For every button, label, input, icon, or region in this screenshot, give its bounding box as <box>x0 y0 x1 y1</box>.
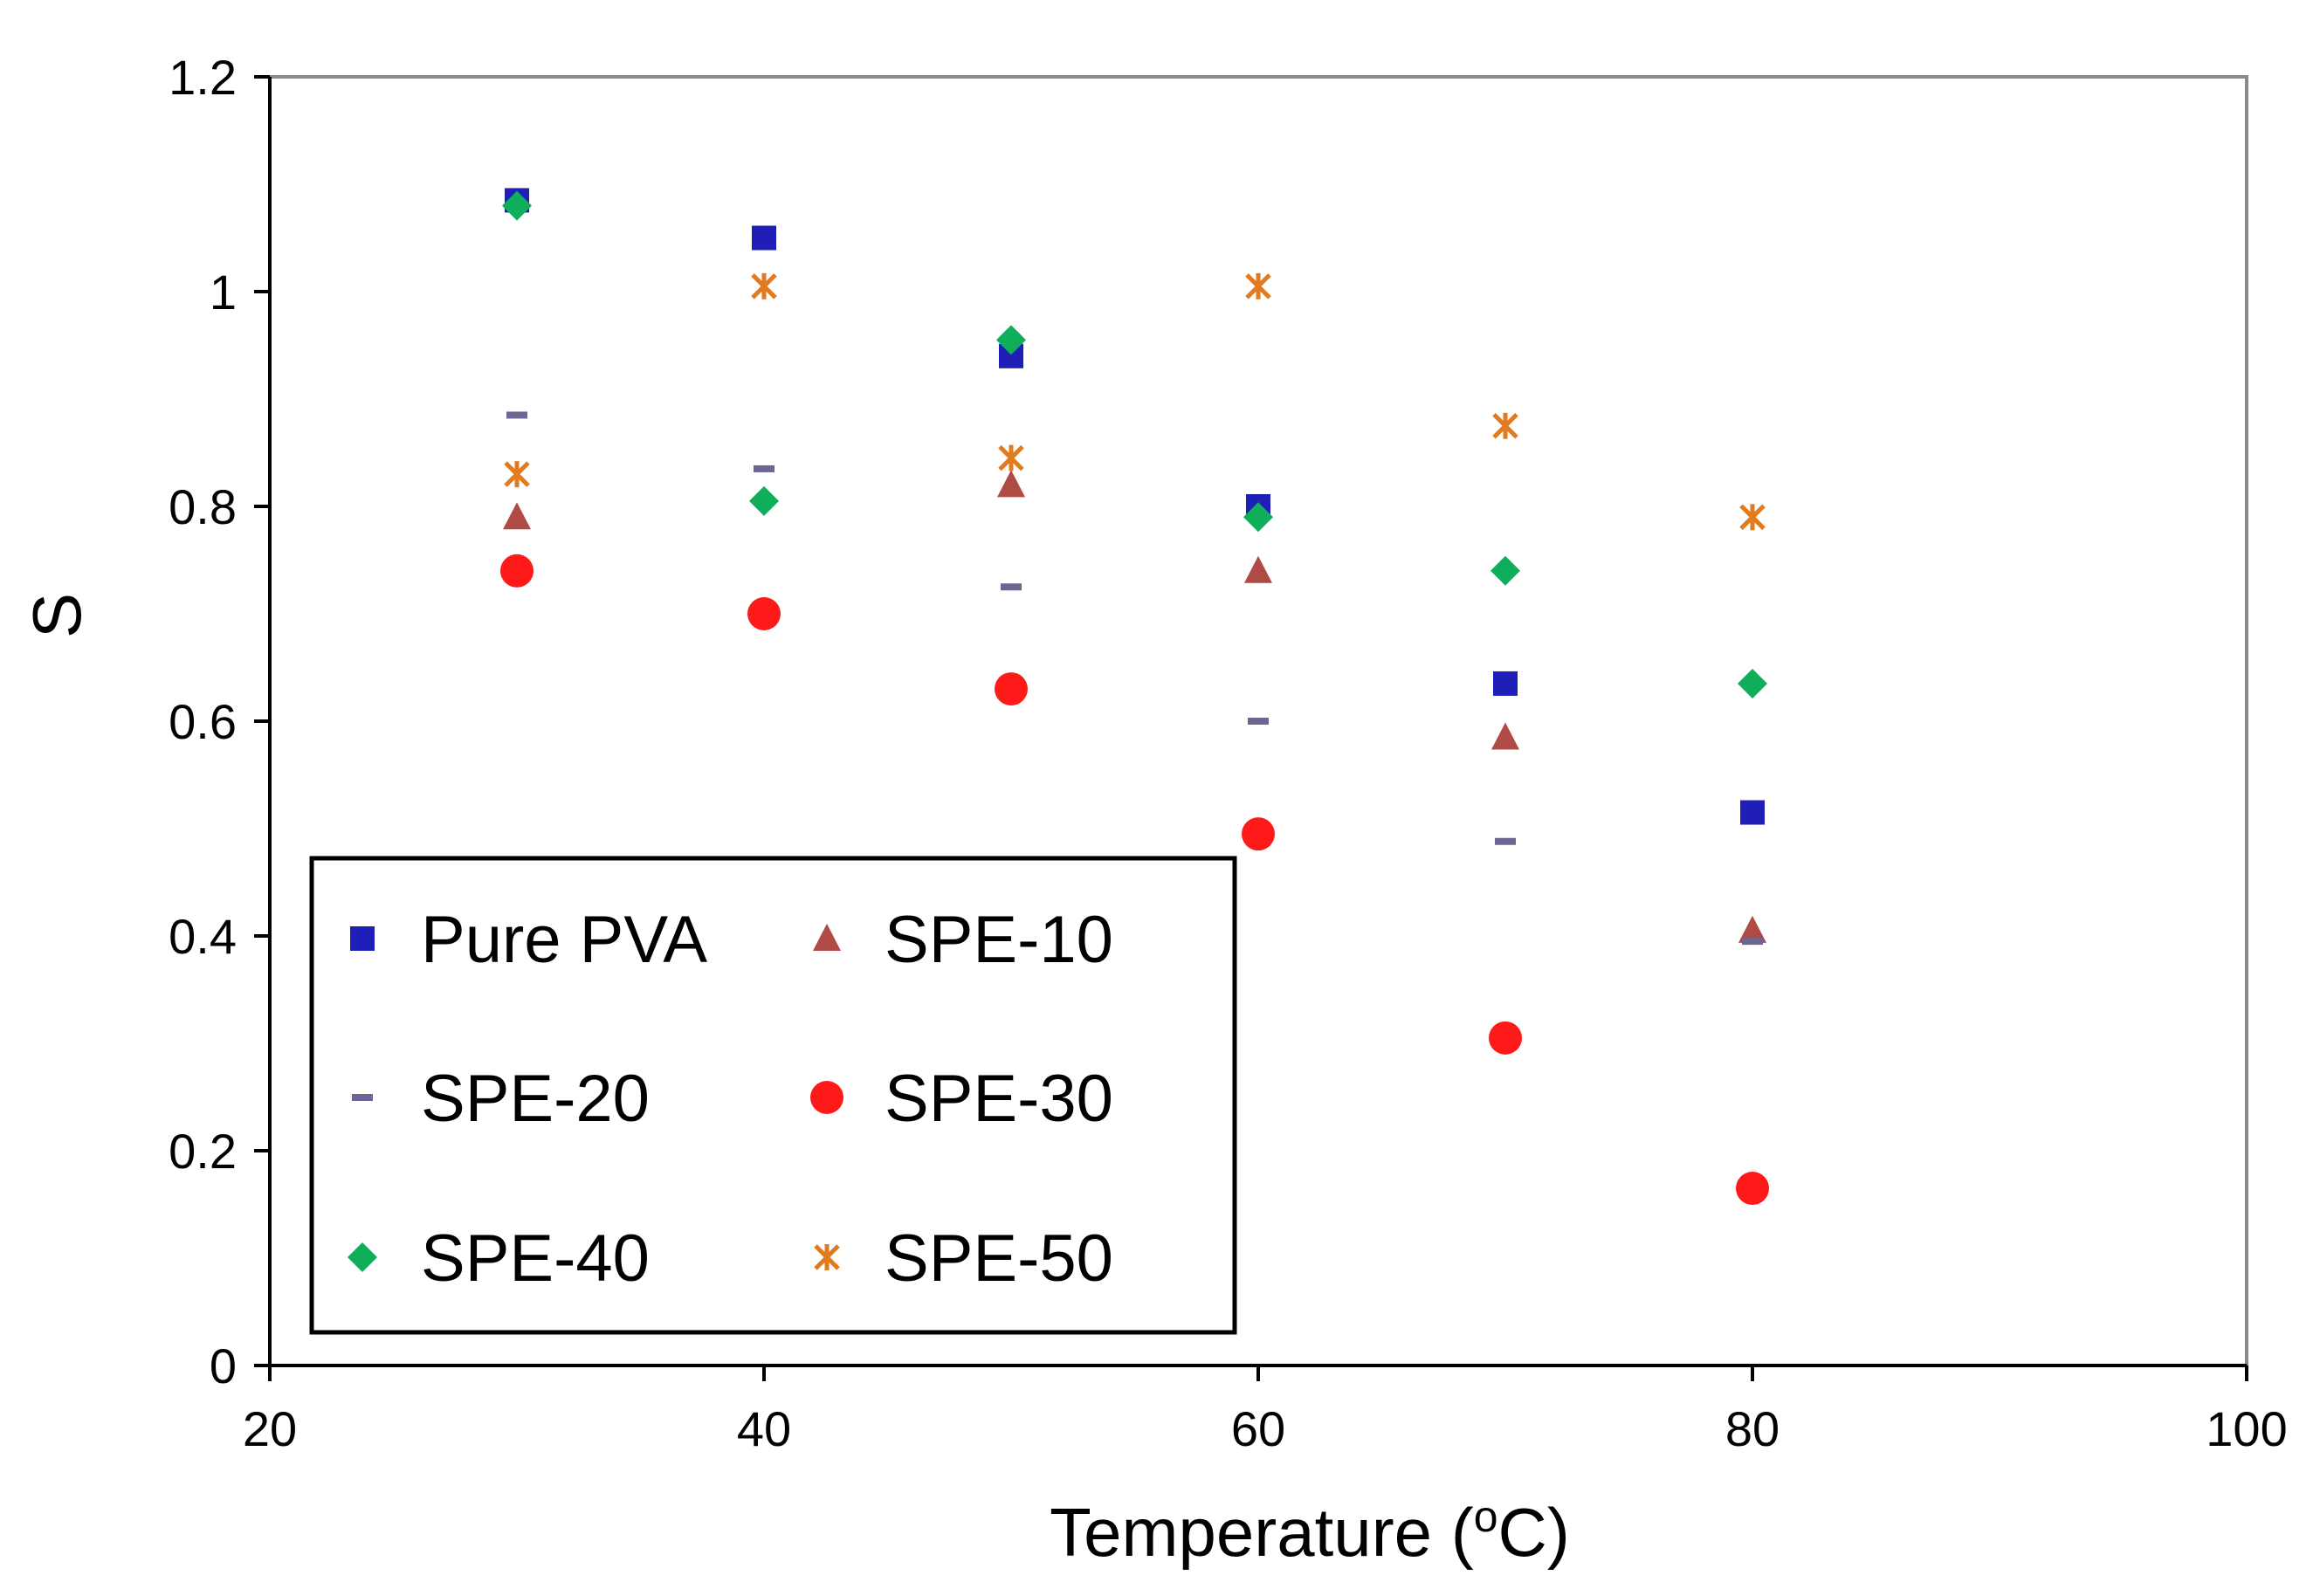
y-axis-title: S <box>18 593 95 638</box>
x-axis-title-main: Temperature ( <box>1050 1494 1474 1571</box>
point-spe-20 <box>1495 837 1516 845</box>
x-tick-label: 20 <box>243 1401 297 1456</box>
x-axis-title-superscript: o <box>1474 1492 1498 1541</box>
point-spe-50 <box>1739 504 1766 531</box>
legend-marker-spe-50 <box>814 1244 840 1270</box>
point-spe-40 <box>996 325 1026 355</box>
point-spe-50 <box>504 461 530 488</box>
point-spe-20 <box>1001 583 1022 591</box>
x-axis-title: Temperature (oC) <box>1050 1492 1570 1571</box>
x-tick-label: 40 <box>737 1401 791 1456</box>
point-spe-20 <box>1742 938 1763 946</box>
point-pure-pva <box>1740 800 1765 825</box>
point-spe-30 <box>995 672 1028 706</box>
point-spe-10 <box>997 470 1025 498</box>
y-tick-label: 0 <box>210 1338 237 1393</box>
legend: Pure PVA SPE-10 SPE-20 SPE-30 SPE-40 SPE-50 <box>309 856 1237 1335</box>
legend-label-spe-10: SPE-10 <box>885 903 1113 977</box>
point-spe-30 <box>1489 1021 1522 1055</box>
point-spe-50 <box>751 272 777 299</box>
x-tick-label: 80 <box>1725 1401 1780 1456</box>
y-tick-label: 1.2 <box>169 50 237 105</box>
point-spe-10 <box>1244 555 1272 583</box>
legend-marker-spe-10 <box>813 924 841 951</box>
point-spe-10 <box>503 502 531 530</box>
x-tick-label: 60 <box>1231 1401 1285 1456</box>
legend-box <box>309 856 1237 1335</box>
point-spe-30 <box>1242 817 1275 851</box>
legend-label-spe-20: SPE-20 <box>421 1062 650 1136</box>
legend-marker-spe-30 <box>810 1081 843 1114</box>
legend-marker-spe-20 <box>352 1094 373 1101</box>
point-spe-40 <box>1738 668 1767 698</box>
axes: 0 0.2 0.4 0.6 0.8 1 1.2 20 40 60 80 100 <box>169 50 2288 1456</box>
point-spe-20 <box>1248 718 1269 725</box>
y-tick-label: 1 <box>210 265 237 320</box>
point-pure-pva <box>1493 671 1518 696</box>
x-axis-title-unit: C) <box>1498 1494 1570 1571</box>
y-tick-label: 0.6 <box>169 694 237 749</box>
point-spe-50 <box>998 444 1024 471</box>
point-spe-30 <box>500 554 534 588</box>
y-tick-label: 0.2 <box>169 1124 237 1179</box>
point-spe-50 <box>1492 412 1518 439</box>
point-spe-40 <box>1490 555 1520 586</box>
point-spe-10 <box>1491 722 1519 750</box>
x-tick-label: 100 <box>2206 1401 2287 1456</box>
point-spe-10 <box>1738 915 1766 943</box>
point-spe-40 <box>502 190 532 221</box>
point-spe-20 <box>754 464 774 472</box>
point-spe-50 <box>1245 272 1271 299</box>
legend-label-spe-30: SPE-30 <box>885 1062 1113 1136</box>
legend-label-spe-50: SPE-50 <box>885 1221 1113 1296</box>
point-spe-40 <box>1243 502 1273 533</box>
legend-label-spe-40: SPE-40 <box>421 1221 650 1296</box>
point-spe-30 <box>747 597 781 630</box>
data-marks <box>500 188 1769 1206</box>
point-pure-pva <box>752 225 776 251</box>
point-spe-20 <box>506 411 527 419</box>
y-tick-label: 0.4 <box>169 909 237 964</box>
legend-marker-pure-pva <box>350 926 375 951</box>
legend-label-pure-pva: Pure PVA <box>421 903 707 977</box>
y-tick-label: 0.8 <box>169 479 237 534</box>
legend-marker-spe-40 <box>348 1242 377 1272</box>
point-spe-30 <box>1736 1172 1769 1206</box>
point-spe-40 <box>749 485 779 516</box>
